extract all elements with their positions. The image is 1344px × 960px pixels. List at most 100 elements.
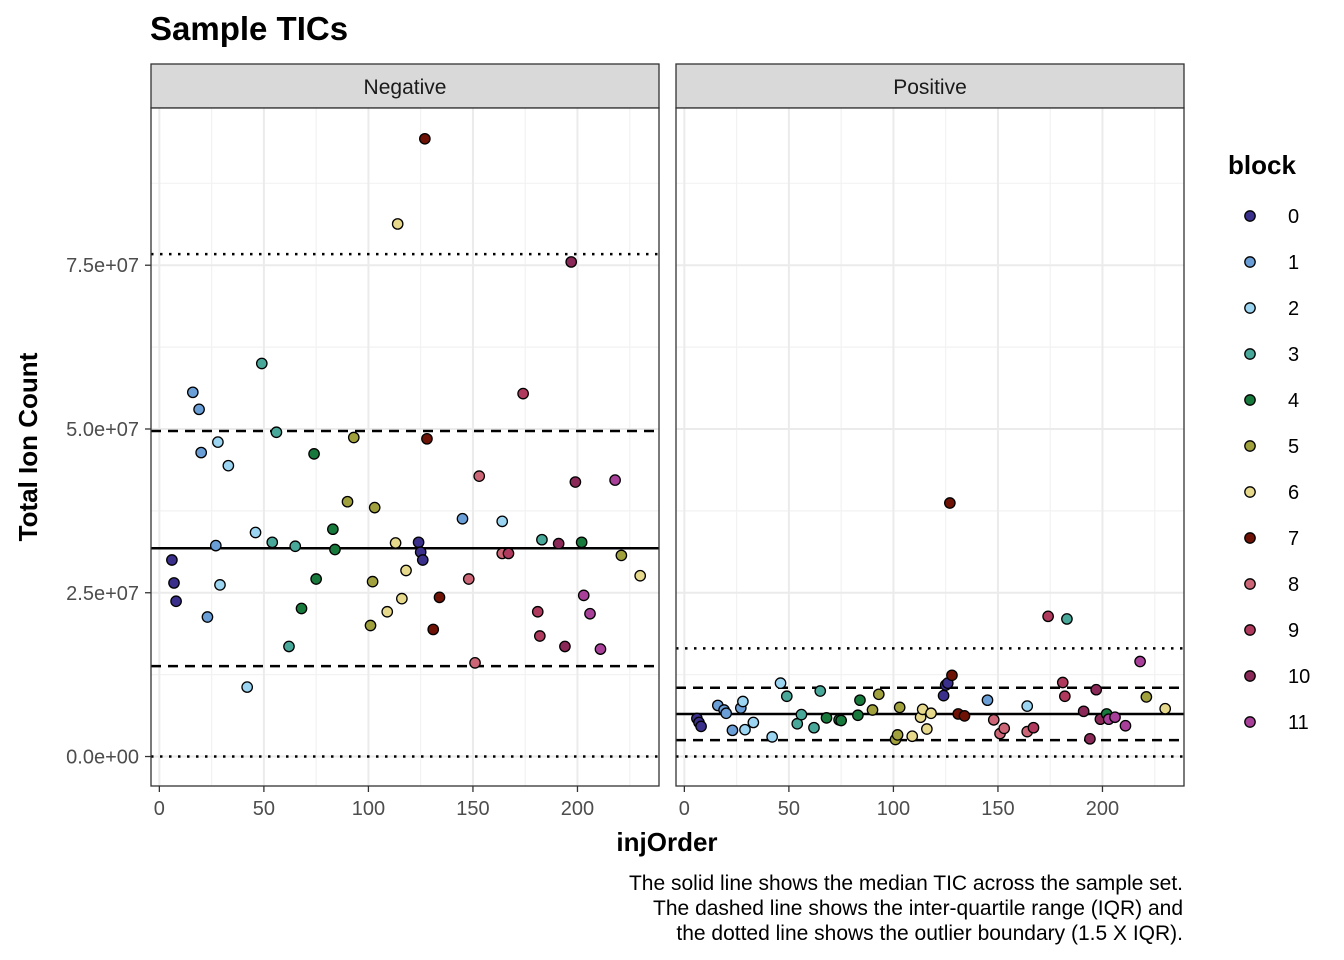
data-point — [1027, 721, 1040, 734]
data-point — [1042, 610, 1054, 623]
data-point — [427, 623, 440, 636]
data-point — [737, 695, 749, 708]
data-point — [502, 547, 515, 560]
data-point — [381, 605, 394, 618]
legend-key-11 — [1244, 716, 1256, 728]
data-point — [569, 476, 582, 488]
x-axis-title: injOrder — [616, 827, 717, 857]
data-point — [1140, 691, 1153, 703]
data-point — [852, 709, 864, 722]
data-point — [946, 669, 958, 682]
chart-title: Sample TICs — [150, 10, 348, 47]
data-point — [552, 537, 565, 550]
data-point — [1058, 690, 1071, 703]
legend-label-1: 1 — [1288, 252, 1299, 274]
data-point — [981, 694, 994, 707]
data-point — [419, 132, 431, 145]
data-point — [400, 564, 412, 577]
data-point — [469, 656, 481, 669]
legend-key-8 — [1244, 578, 1256, 590]
data-point — [615, 549, 628, 562]
data-point — [496, 515, 509, 528]
data-point — [872, 688, 885, 701]
data-point — [310, 573, 323, 585]
data-point — [998, 722, 1011, 735]
data-point — [266, 536, 279, 549]
data-point — [214, 579, 226, 591]
data-point — [1134, 655, 1146, 668]
data-point — [559, 640, 571, 653]
x-tick-label: 0 — [154, 798, 165, 820]
data-point — [517, 387, 529, 400]
data-point — [820, 712, 833, 724]
data-point — [906, 730, 919, 743]
data-point — [368, 501, 381, 514]
data-point — [166, 554, 178, 566]
data-point — [893, 701, 906, 714]
data-point — [193, 403, 205, 416]
legend-key-9 — [1244, 624, 1256, 636]
legend-label-6: 6 — [1288, 482, 1299, 504]
data-point — [364, 619, 377, 632]
data-point — [921, 723, 933, 735]
data-point — [766, 731, 779, 743]
data-point — [944, 497, 956, 509]
data-point — [168, 577, 180, 589]
data-point — [808, 721, 820, 734]
data-point — [854, 694, 866, 707]
data-point — [283, 640, 295, 653]
x-tick-label: 100 — [352, 798, 385, 820]
y-tick-label: 7.5e+07 — [66, 255, 139, 277]
data-point — [456, 512, 469, 525]
data-point — [433, 591, 446, 604]
data-point — [835, 714, 848, 727]
panel-border — [675, 107, 1185, 787]
data-point — [891, 729, 904, 741]
x-tick-label: 0 — [679, 798, 690, 820]
data-point — [308, 448, 320, 460]
legend-key-3 — [1244, 348, 1256, 360]
legend-key-0 — [1244, 210, 1256, 222]
legend-label-10: 10 — [1288, 666, 1310, 688]
data-point — [634, 569, 647, 582]
data-point — [186, 386, 199, 399]
data-point — [347, 431, 360, 444]
legend-label-8: 8 — [1288, 574, 1299, 596]
data-point — [1090, 683, 1103, 696]
y-tick-label: 5.0e+07 — [66, 419, 139, 441]
legend-key-5 — [1244, 440, 1256, 452]
data-point — [987, 713, 1000, 726]
data-point — [366, 575, 379, 588]
legend-title: block — [1228, 150, 1296, 180]
data-point — [473, 470, 486, 483]
data-point — [533, 630, 546, 642]
data-point — [1084, 732, 1096, 745]
data-point — [241, 681, 254, 693]
data-point — [720, 707, 733, 720]
legend-key-1 — [1244, 256, 1256, 268]
data-point — [462, 573, 475, 585]
legend: block 0 1 2 3 4 5 6 7 8 9 10 11 — [1228, 150, 1310, 734]
data-point — [795, 708, 808, 721]
data-point — [295, 602, 308, 615]
x-tick-label: 50 — [253, 798, 275, 820]
caption-line: The dashed line shows the inter-quartile… — [653, 897, 1183, 920]
data-point — [739, 723, 751, 736]
y-axis-title: Total Ion Count — [13, 352, 43, 541]
data-point — [416, 554, 429, 566]
data-point — [531, 605, 544, 618]
data-point — [594, 643, 607, 655]
data-point — [341, 495, 354, 508]
x-tick-label: 200 — [561, 798, 594, 820]
facet-panel-positive: Positive 0 50 100 150 200 — [675, 63, 1185, 820]
caption: The solid line shows the median TIC acro… — [629, 872, 1183, 945]
x-tick-label: 150 — [456, 798, 489, 820]
legend-label-7: 7 — [1288, 528, 1299, 550]
data-point — [565, 256, 578, 268]
plot-background — [676, 108, 1184, 786]
data-point — [1077, 705, 1090, 718]
data-point — [584, 607, 596, 620]
legend-key-4 — [1244, 394, 1256, 406]
legend-label-5: 5 — [1288, 436, 1299, 458]
